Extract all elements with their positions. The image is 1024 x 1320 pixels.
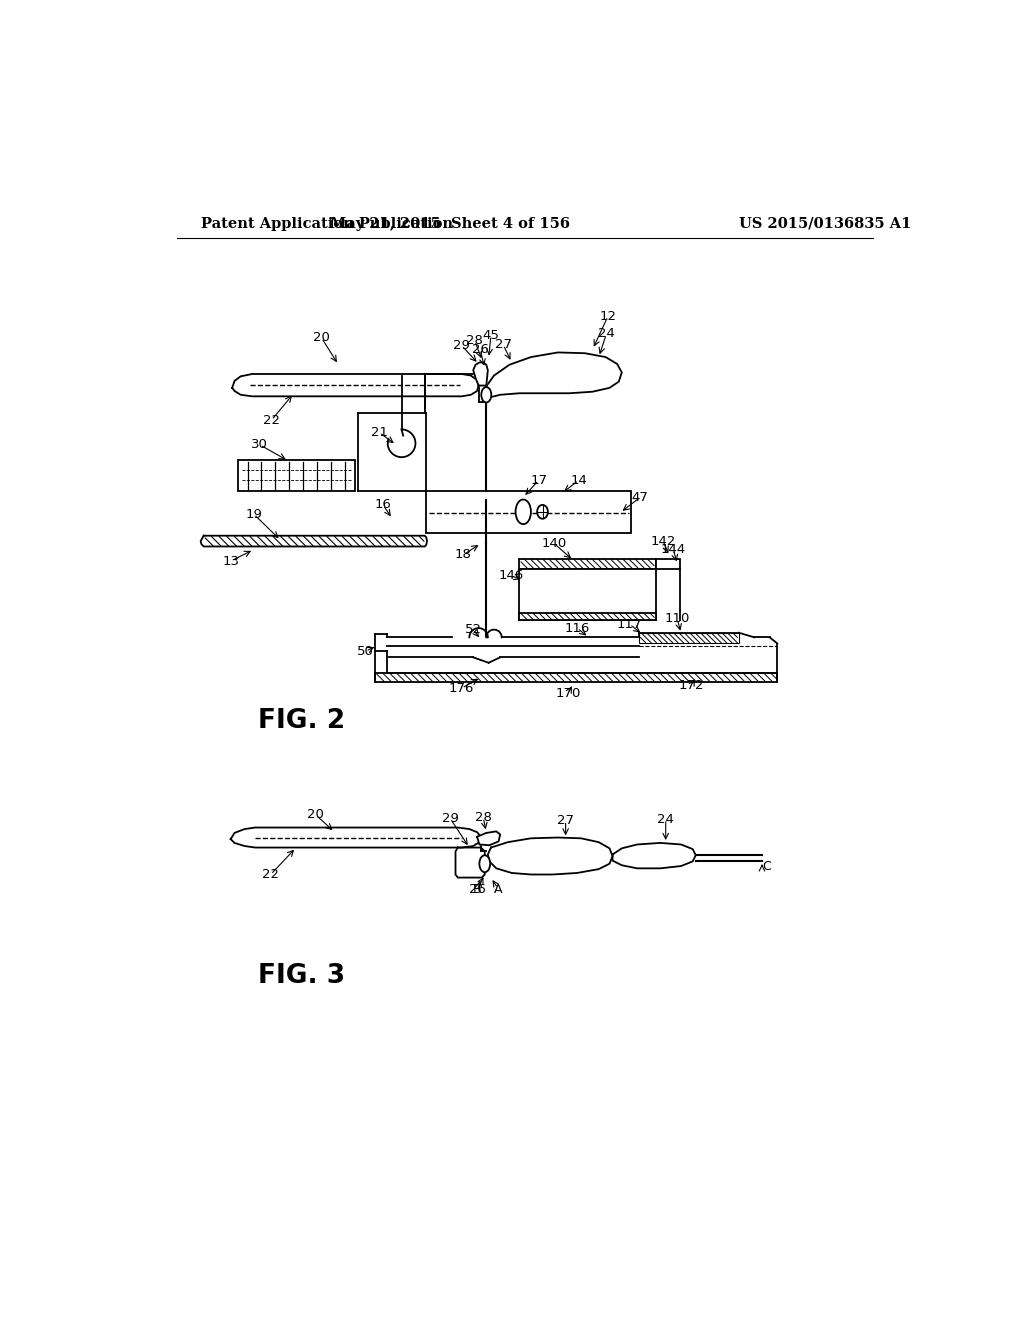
Text: FIG. 3: FIG. 3 bbox=[258, 964, 345, 989]
Polygon shape bbox=[456, 847, 484, 878]
Text: 26: 26 bbox=[472, 343, 488, 356]
Text: 45: 45 bbox=[482, 329, 500, 342]
Text: 21: 21 bbox=[371, 426, 388, 440]
Text: 18: 18 bbox=[455, 548, 472, 561]
Text: 20: 20 bbox=[307, 808, 324, 821]
Text: US 2015/0136835 A1: US 2015/0136835 A1 bbox=[739, 216, 911, 231]
Text: 22: 22 bbox=[263, 413, 280, 426]
Polygon shape bbox=[201, 536, 427, 546]
Text: 19: 19 bbox=[246, 508, 262, 520]
Bar bbox=[239, 461, 355, 491]
Text: 52: 52 bbox=[465, 623, 481, 636]
Text: 28: 28 bbox=[466, 334, 483, 347]
Text: 47: 47 bbox=[632, 491, 649, 504]
Polygon shape bbox=[473, 363, 487, 385]
Text: 172: 172 bbox=[678, 680, 703, 693]
Text: 50: 50 bbox=[357, 644, 374, 657]
Ellipse shape bbox=[481, 387, 492, 403]
Polygon shape bbox=[486, 352, 622, 400]
Text: 16: 16 bbox=[375, 499, 391, 511]
Text: 140: 140 bbox=[542, 537, 566, 550]
Bar bbox=[655, 558, 680, 569]
Text: 176: 176 bbox=[449, 681, 474, 694]
Text: Patent Application Publication: Patent Application Publication bbox=[202, 216, 454, 231]
Text: A: A bbox=[495, 883, 503, 896]
Text: 142: 142 bbox=[650, 536, 676, 548]
Text: 28: 28 bbox=[475, 810, 492, 824]
Bar bbox=[376, 673, 777, 682]
Text: 24: 24 bbox=[598, 327, 614, 341]
Polygon shape bbox=[477, 832, 500, 845]
Text: 116: 116 bbox=[564, 622, 590, 635]
Text: FIG. 2: FIG. 2 bbox=[258, 708, 345, 734]
Text: May 21, 2015  Sheet 4 of 156: May 21, 2015 Sheet 4 of 156 bbox=[330, 216, 570, 231]
Text: 27: 27 bbox=[557, 814, 574, 828]
Text: 29: 29 bbox=[454, 339, 470, 352]
Text: 17: 17 bbox=[530, 474, 547, 487]
Bar bbox=[519, 569, 655, 620]
Text: 27: 27 bbox=[495, 338, 512, 351]
Text: 144: 144 bbox=[660, 543, 686, 556]
Polygon shape bbox=[612, 843, 695, 869]
Text: 24: 24 bbox=[657, 813, 674, 825]
Text: 29: 29 bbox=[441, 812, 459, 825]
Text: 26: 26 bbox=[469, 883, 485, 896]
Polygon shape bbox=[230, 828, 481, 847]
Text: 146: 146 bbox=[499, 569, 523, 582]
Bar bbox=[519, 558, 655, 569]
Text: B: B bbox=[473, 883, 481, 896]
Bar bbox=[639, 632, 739, 643]
Text: 110: 110 bbox=[665, 612, 690, 626]
Text: 20: 20 bbox=[313, 331, 330, 345]
Text: C: C bbox=[762, 861, 771, 874]
Ellipse shape bbox=[538, 506, 548, 519]
Polygon shape bbox=[232, 374, 478, 396]
Ellipse shape bbox=[479, 855, 490, 873]
Bar bbox=[519, 612, 655, 620]
Bar bbox=[426, 491, 631, 533]
Text: 117: 117 bbox=[616, 618, 642, 631]
Text: 22: 22 bbox=[262, 869, 280, 880]
Polygon shape bbox=[487, 838, 612, 875]
Ellipse shape bbox=[515, 499, 531, 524]
Text: 13: 13 bbox=[222, 554, 240, 568]
Text: 170: 170 bbox=[555, 686, 581, 700]
Text: 14: 14 bbox=[570, 474, 587, 487]
Text: 30: 30 bbox=[252, 438, 268, 451]
Text: 12: 12 bbox=[599, 310, 616, 323]
